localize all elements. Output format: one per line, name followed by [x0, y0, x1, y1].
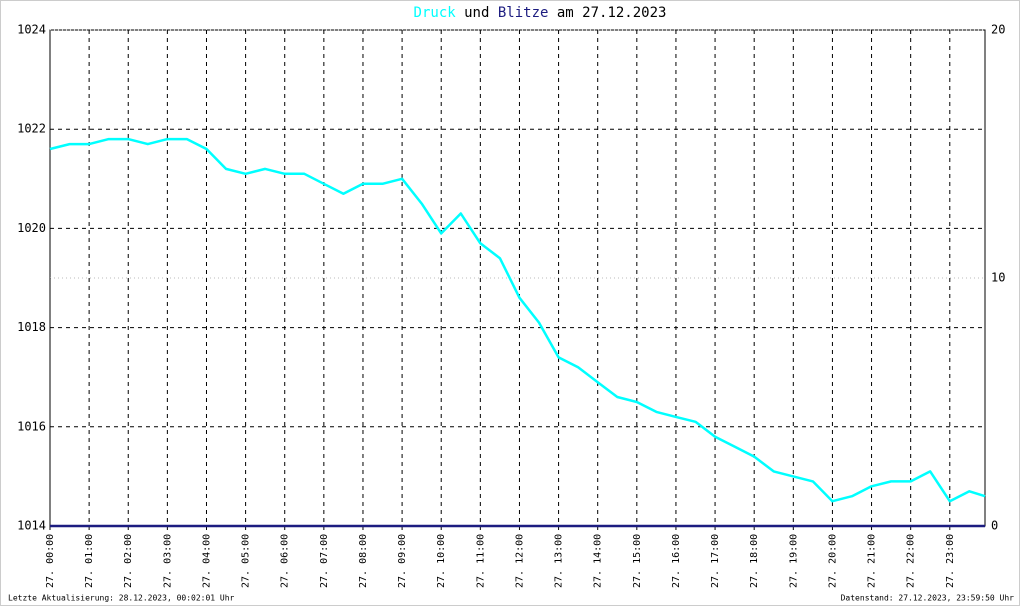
x-tick-label: 27. 08:00: [358, 534, 369, 588]
title-series-2: Blitze: [498, 5, 549, 21]
x-tick-label: 27. 16:00: [671, 534, 682, 588]
footer-right: Datenstand: 27.12.2023, 23:59:50 Uhr: [841, 594, 1015, 603]
x-tick-label: 27. 15:00: [632, 534, 643, 588]
plot-area: [49, 29, 986, 527]
title-series-1: Druck: [414, 5, 457, 21]
y-tick-label: 1022: [17, 122, 46, 136]
y2-tick-label: 0: [991, 519, 998, 533]
y2-tick-label: 20: [991, 23, 1005, 37]
footer-left: Letzte Aktualisierung: 28.12.2023, 00:02…: [8, 594, 235, 603]
x-tick-label: 27. 18:00: [749, 534, 760, 588]
x-tick-label: 27. 14:00: [593, 534, 604, 588]
x-tick-label: 27. 21:00: [867, 534, 878, 588]
x-tick-label: 27. 04:00: [201, 534, 212, 588]
x-tick-label: 27. 23:00: [945, 534, 956, 588]
series-line: [49, 137, 986, 503]
x-tick-label: 27. 06:00: [280, 534, 291, 588]
title-joiner: und: [464, 5, 489, 21]
title-suffix: am 27.12.2023: [557, 5, 667, 21]
y-tick-label: 1024: [17, 23, 46, 37]
x-tick-label: 27. 07:00: [319, 534, 330, 588]
x-tick-label: 27. 17:00: [710, 534, 721, 588]
x-tick-label: 27. 12:00: [514, 534, 525, 588]
x-tick-label: 27. 02:00: [123, 534, 134, 588]
y-tick-label: 1014: [17, 519, 46, 533]
x-tick-label: 27. 03:00: [162, 534, 173, 588]
x-tick-label: 27. 11:00: [475, 534, 486, 588]
x-tick-label: 27. 13:00: [554, 534, 565, 588]
x-tick-label: 27. 00:00: [45, 534, 56, 588]
x-tick-label: 27. 22:00: [906, 534, 917, 588]
y-tick-label: 1020: [17, 221, 46, 235]
x-tick-label: 27. 05:00: [241, 534, 252, 588]
y-tick-label: 1018: [17, 320, 46, 334]
x-tick-label: 27. 10:00: [436, 534, 447, 588]
y-tick-label: 1016: [17, 419, 46, 433]
x-tick-label: 27. 19:00: [788, 534, 799, 588]
chart-title: Druck und Blitze am 27.12.2023: [414, 5, 667, 21]
y2-tick-label: 10: [991, 271, 1005, 285]
x-tick-label: 27. 20:00: [827, 534, 838, 588]
x-tick-label: 27. 09:00: [397, 534, 408, 588]
x-tick-label: 27. 01:00: [84, 534, 95, 588]
